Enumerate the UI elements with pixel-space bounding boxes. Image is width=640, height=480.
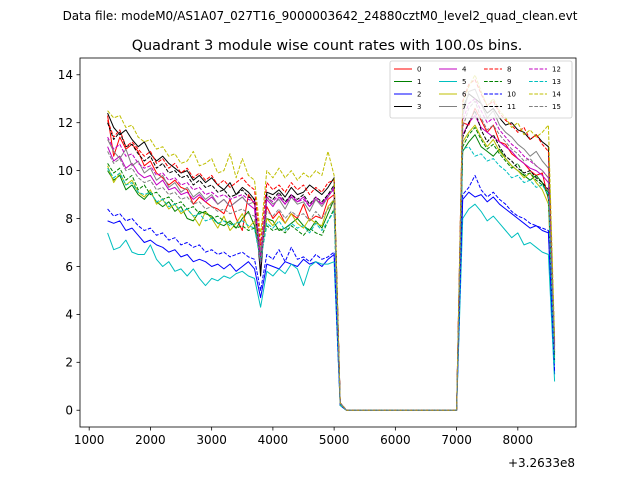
y-tick-label: 10 [58,164,73,178]
legend-label-9: 9 [507,78,511,86]
series-line-1 [107,134,556,411]
series-line-2 [107,191,556,411]
x-tick-label: 5000 [319,433,350,447]
y-tick-label: 2 [65,356,73,370]
legend-label-1: 1 [417,78,421,86]
y-tick-label: 6 [65,260,73,274]
legend-label-13: 13 [552,78,561,86]
legend-label-2: 2 [417,91,421,99]
y-tick-label: 12 [58,116,73,130]
legend-label-10: 10 [507,91,516,99]
series-line-11 [107,110,556,411]
plot-area: 1000 2000 3000 4000 5000 6000 7000 800002468101… [58,57,577,447]
legend-label-14: 14 [552,91,561,99]
x-tick-label: 7000 [441,433,472,447]
series-line-6 [107,124,556,411]
legend-label-3: 3 [417,103,421,111]
legend-label-0: 0 [417,66,421,74]
series-line-5 [107,203,556,411]
y-tick-label: 0 [65,404,73,418]
legend-label-12: 12 [552,66,561,74]
x-tick-label: 2000 [135,433,166,447]
y-tick-label: 4 [65,308,73,322]
legend-label-7: 7 [462,103,466,111]
legend-label-8: 8 [507,66,511,74]
y-tick-label: 8 [65,212,73,226]
suptitle: Data file: modeM0/AS1A07_027T16_90000036… [63,9,578,23]
x-tick-label: 8000 [503,433,534,447]
series-line-9 [107,127,556,411]
series-line-13 [107,146,556,411]
y-tick-label: 14 [58,68,73,82]
x-tick-label: 4000 [258,433,289,447]
plot-frame [79,57,577,428]
legend-label-4: 4 [462,66,467,74]
legend-label-5: 5 [462,78,466,86]
legend-label-15: 15 [552,103,561,111]
legend-label-11: 11 [507,103,516,111]
x-offset-label: +3.2633e8 [508,456,575,470]
chart-title: Quadrant 3 module wise count rates with … [132,38,523,54]
series-line-10 [107,174,556,411]
x-tick-label: 6000 [380,433,411,447]
legend-box [389,60,573,119]
x-tick-label: 3000 [196,433,227,447]
axes: 1000 2000 3000 4000 5000 6000 7000 800002468101… [58,57,577,447]
x-tick-label: 1000 [74,433,105,447]
legend-label-6: 6 [462,91,467,99]
